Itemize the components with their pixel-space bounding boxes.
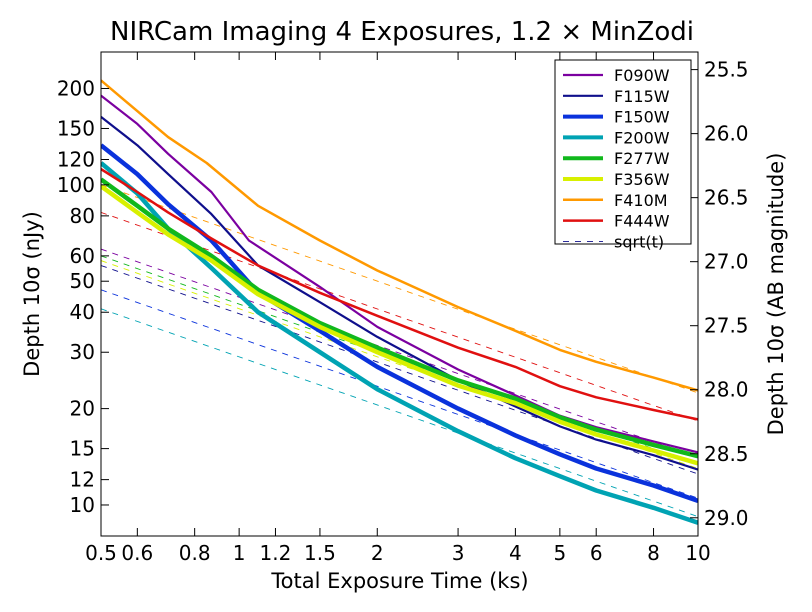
series-line-f444w	[101, 168, 698, 421]
y-tick-label-100: 100	[57, 173, 95, 197]
right-tick-label-26-5: 26.5	[704, 186, 749, 210]
right-tick-label-29-0: 29.0	[704, 506, 749, 530]
legend-label-f277w: F277W	[614, 149, 670, 168]
legend-label-f150w: F150W	[614, 108, 670, 127]
legend-label-sqrt-t: sqrt(t)	[614, 232, 664, 251]
right-tick-label-28-0: 28.0	[704, 378, 749, 402]
x-tick-label-10: 10	[685, 541, 710, 565]
chart-title: NIRCam Imaging 4 Exposures, 1.2 × MinZod…	[110, 17, 694, 47]
plot-frame	[100, 51, 699, 537]
x-tick-label-0-6: 0.6	[121, 541, 153, 565]
y-tick-label-80: 80	[70, 204, 95, 228]
series-lines	[101, 79, 698, 525]
right-y-axis-label: Depth 10σ (AB magnitude)	[764, 153, 788, 436]
y-tick-label-60: 60	[70, 244, 95, 268]
y-tick-label-150: 150	[57, 116, 95, 140]
x-tick-label-2: 2	[371, 541, 384, 565]
series-line-f277w	[101, 177, 698, 459]
right-tick-label-28-5: 28.5	[704, 442, 749, 466]
series-line-f356w	[101, 184, 698, 466]
legend-label-f115w: F115W	[614, 87, 670, 106]
x-axis-label: Total Exposure Time (ks)	[270, 569, 528, 593]
series-line-f090w	[101, 94, 698, 454]
right-tick-label-26-0: 26.0	[704, 122, 749, 146]
legend-label-f090w: F090W	[614, 66, 670, 85]
x-tick-label-6: 6	[590, 541, 603, 565]
y-tick-label-50: 50	[70, 269, 95, 293]
y-tick-label-10: 10	[70, 493, 95, 517]
legend-box	[554, 59, 692, 245]
right-axis-ticks: 25.5 26.0 26.5 27.0 27.5 28.0 28.5 29.0	[690, 58, 749, 530]
right-tick-label-27-5: 27.5	[704, 314, 749, 338]
sqrt-reference-line-1	[101, 248, 698, 458]
x-tick-label-1: 1	[233, 541, 246, 565]
x-axis-ticks: 0.5 0.6 0.8 1 1.2 1.5 2 3 4 5 6 8 10	[85, 52, 711, 565]
legend-label-f410m: F410M	[614, 191, 668, 210]
legend-label-f356w: F356W	[614, 170, 670, 189]
x-tick-label-5: 5	[554, 541, 567, 565]
series-line-f150w	[101, 143, 698, 504]
sqrt-reference-line-2	[101, 265, 698, 475]
sqrt-reference-line-6	[101, 260, 698, 469]
series-line-f115w	[101, 116, 698, 471]
sqrt-reference-line-4	[101, 308, 698, 518]
y-tick-label-200: 200	[57, 76, 95, 100]
sqrt-reference-line-7	[101, 184, 698, 394]
x-tick-label-1-2: 1.2	[260, 541, 292, 565]
right-tick-label-25-5: 25.5	[704, 58, 749, 82]
series-line-f410m	[101, 79, 698, 392]
sqrt-reference-line-3	[101, 289, 698, 499]
y-tick-label-40: 40	[70, 300, 95, 324]
legend-label-f200w: F200W	[614, 128, 670, 147]
y-tick-label-30: 30	[70, 340, 95, 364]
x-tick-label-4: 4	[509, 541, 522, 565]
x-tick-label-0-8: 0.8	[179, 541, 211, 565]
y-axis-label: Depth 10σ (nJy)	[20, 211, 44, 377]
y-tick-label-20: 20	[70, 397, 95, 421]
x-tick-label-3: 3	[452, 541, 465, 565]
y-tick-label-12: 12	[70, 468, 95, 492]
x-tick-label-8: 8	[647, 541, 660, 565]
right-tick-label-27-0: 27.0	[704, 250, 749, 274]
legend-label-f444w: F444W	[614, 212, 670, 231]
y-tick-label-120: 120	[57, 147, 95, 171]
x-tick-label-0-5: 0.5	[85, 541, 117, 565]
x-tick-label-1-5: 1.5	[304, 541, 336, 565]
sqrt-reference-line-8	[101, 211, 698, 422]
y-tick-label-15: 15	[70, 437, 95, 461]
